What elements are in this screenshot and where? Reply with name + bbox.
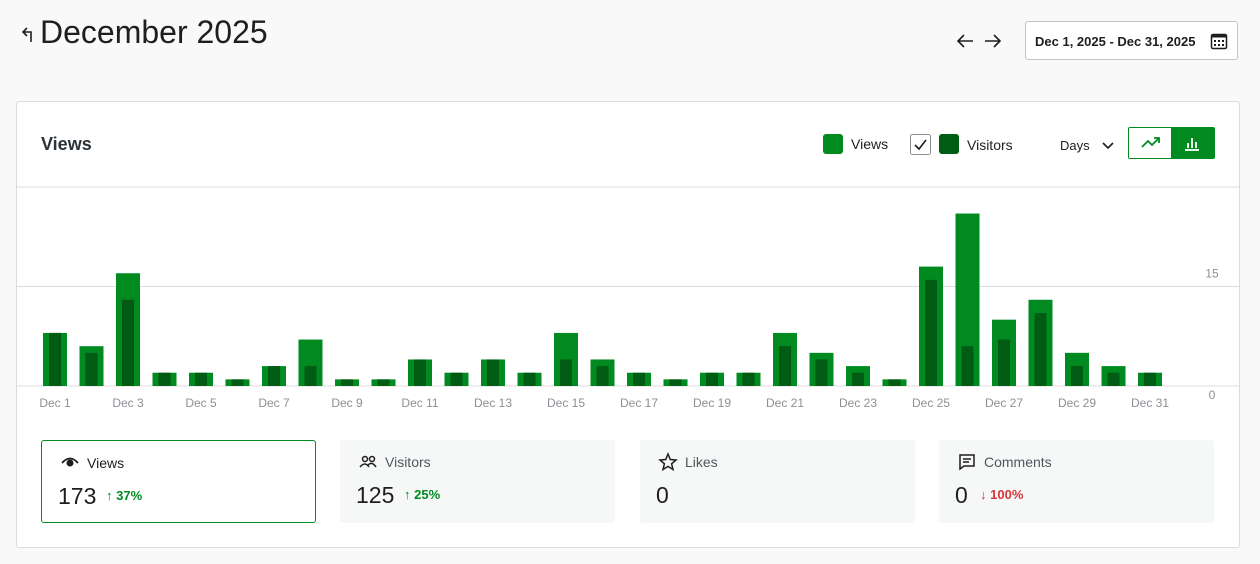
bar: [268, 366, 280, 386]
x-tick-label: Dec 29: [1058, 396, 1096, 410]
y-tick-label: 0: [1209, 388, 1216, 402]
calendar-icon: [1210, 33, 1228, 50]
bar: [852, 372, 864, 386]
bar: [122, 299, 134, 386]
interval-select[interactable]: Days: [1060, 138, 1114, 153]
bar: [706, 372, 718, 386]
bar: [158, 372, 171, 386]
line-chart-button[interactable]: [1140, 135, 1162, 151]
comment-icon: [959, 454, 975, 471]
bar-icon: [1185, 138, 1199, 151]
bar: [1107, 372, 1120, 386]
bar: [414, 359, 426, 386]
next-button[interactable]: [983, 31, 1003, 51]
bar: [195, 372, 207, 386]
legend-label: Views: [851, 136, 889, 152]
x-tick-label: Dec 13: [474, 396, 512, 410]
bar: [523, 372, 536, 386]
legend-swatch: [939, 134, 959, 154]
bar: [560, 359, 572, 386]
chart-title: Views: [41, 134, 92, 154]
bar: [925, 279, 937, 386]
change-text: 37%: [116, 488, 143, 503]
x-tick-label: Dec 15: [547, 396, 585, 410]
bar: [596, 366, 609, 386]
bar: [888, 379, 901, 386]
back-icon[interactable]: [18, 26, 36, 44]
x-tick-label: Dec 1: [39, 396, 71, 410]
x-tick-label: Dec 19: [693, 396, 731, 410]
stat-card[interactable]: Likes 0: [640, 440, 915, 523]
bar-chart: 0 15 30 Dec 1 Dec 3 Dec 5 Dec 7 Dec 9 Dec 11 Dec …: [17, 180, 1239, 410]
bar: [49, 332, 61, 386]
x-tick-label: Dec 21: [766, 396, 804, 410]
stat-card[interactable]: Comments 0 ↓ 100%: [939, 440, 1214, 523]
stat-value: 0: [955, 482, 968, 508]
stat-change: ↓ 100%: [980, 487, 1024, 502]
stat-value: 173: [58, 483, 97, 509]
people-icon: [359, 455, 377, 468]
chevron: [1102, 142, 1114, 150]
bar: [1034, 313, 1047, 386]
visitors-checkbox[interactable]: [910, 134, 931, 155]
page-title: December 2025: [40, 14, 268, 50]
bar: [779, 346, 791, 386]
x-tick-label: Dec 17: [620, 396, 658, 410]
change-text: 100%: [990, 487, 1024, 502]
stat-label: Visitors: [385, 454, 431, 470]
x-tick-label: Dec 31: [1131, 396, 1169, 410]
legend-swatch: [823, 134, 843, 154]
stat-label: Likes: [685, 454, 718, 470]
x-tick-label: Dec 9: [331, 396, 363, 410]
x-tick-label: Dec 23: [839, 396, 877, 410]
stat-value: 125: [356, 482, 395, 508]
y-tick-label: 30: [1205, 180, 1219, 181]
bar: [450, 372, 463, 386]
date-range: Dec 1, 2025 - Dec 31, 2025: [1035, 34, 1196, 49]
prev-button[interactable]: [955, 31, 975, 51]
x-tick-label: Dec 27: [985, 396, 1023, 410]
bar: [998, 339, 1010, 386]
x-tick-label: Dec 7: [258, 396, 290, 410]
bar: [742, 372, 755, 386]
bar: [1144, 372, 1156, 386]
bar: [304, 366, 317, 386]
bar: [487, 359, 499, 386]
eye-icon: [61, 457, 79, 467]
date-range-button[interactable]: Dec 1, 2025 - Dec 31, 2025: [1025, 21, 1238, 60]
bar: [815, 359, 828, 386]
stat-label: Views: [87, 455, 125, 471]
interval-label: Days: [1060, 138, 1090, 153]
star-icon: [658, 452, 678, 472]
bar: [377, 379, 390, 386]
legend-label: Visitors: [967, 137, 1013, 153]
bar: [1071, 366, 1083, 386]
stat-change: ↑ 25%: [404, 487, 441, 502]
bar: [633, 372, 645, 386]
stat-card[interactable]: Visitors 125 ↑ 25%: [340, 440, 615, 523]
stat-card[interactable]: Views 173 ↑ 37%: [41, 440, 316, 523]
bar-chart-button[interactable]: [1171, 128, 1214, 158]
bar: [341, 379, 353, 386]
x-tick-label: Dec 3: [112, 396, 144, 410]
bar: [231, 379, 244, 386]
stat-change: ↑ 37%: [106, 488, 143, 503]
change-text: 25%: [414, 487, 441, 502]
chart-type-toggle[interactable]: [1128, 127, 1215, 159]
bar: [669, 379, 682, 386]
x-tick-label: Dec 5: [185, 396, 217, 410]
bar: [961, 346, 974, 386]
x-tick-label: Dec 25: [912, 396, 950, 410]
x-tick-label: Dec 11: [401, 396, 438, 410]
bar: [85, 352, 98, 386]
stat-value: 0: [656, 482, 669, 508]
y-tick-label: 15: [1205, 267, 1219, 281]
stat-label: Comments: [984, 454, 1052, 470]
